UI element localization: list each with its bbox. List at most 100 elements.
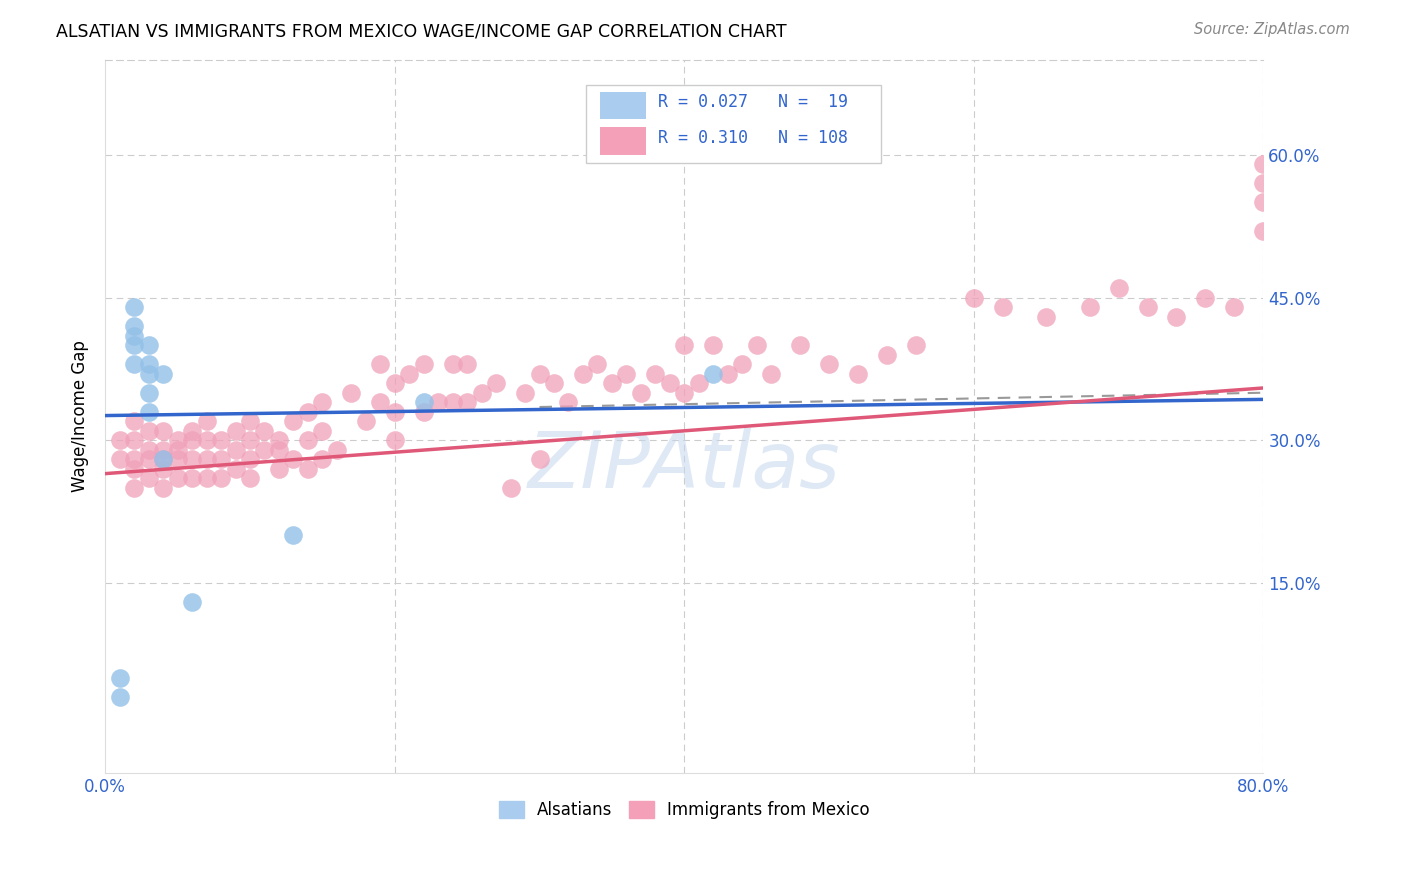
- Point: [267, 462, 290, 476]
- Point: [759, 367, 782, 381]
- Point: [166, 471, 188, 485]
- Point: [326, 442, 349, 457]
- Point: [108, 690, 131, 705]
- Point: [166, 442, 188, 457]
- Point: [1253, 177, 1275, 191]
- Point: [673, 385, 696, 400]
- Point: [209, 471, 232, 485]
- Point: [499, 481, 522, 495]
- Point: [166, 434, 188, 448]
- Point: [1253, 157, 1275, 171]
- Point: [122, 319, 145, 334]
- Point: [1108, 281, 1130, 295]
- Point: [702, 367, 724, 381]
- Point: [398, 367, 420, 381]
- Point: [586, 357, 609, 371]
- Point: [195, 471, 218, 485]
- Point: [1136, 300, 1159, 314]
- Point: [138, 338, 160, 352]
- Text: R = 0.310   N = 108: R = 0.310 N = 108: [658, 129, 848, 147]
- Point: [412, 405, 434, 419]
- Point: [427, 395, 450, 409]
- Point: [152, 452, 174, 467]
- Point: [108, 434, 131, 448]
- Point: [311, 452, 333, 467]
- Point: [239, 414, 262, 428]
- Point: [152, 481, 174, 495]
- Point: [311, 395, 333, 409]
- Point: [138, 471, 160, 485]
- Point: [1253, 195, 1275, 210]
- Point: [456, 357, 478, 371]
- Point: [181, 471, 204, 485]
- Point: [963, 291, 986, 305]
- Point: [688, 376, 710, 391]
- Point: [138, 452, 160, 467]
- Point: [354, 414, 377, 428]
- Point: [876, 348, 898, 362]
- Point: [1035, 310, 1057, 324]
- Point: [138, 385, 160, 400]
- Text: ALSATIAN VS IMMIGRANTS FROM MEXICO WAGE/INCOME GAP CORRELATION CHART: ALSATIAN VS IMMIGRANTS FROM MEXICO WAGE/…: [56, 22, 787, 40]
- Point: [122, 338, 145, 352]
- Point: [991, 300, 1014, 314]
- Point: [630, 385, 652, 400]
- Point: [1166, 310, 1188, 324]
- Text: ZIPAtlas: ZIPAtlas: [529, 428, 841, 505]
- Point: [209, 434, 232, 448]
- Point: [529, 367, 551, 381]
- Point: [122, 452, 145, 467]
- Point: [166, 452, 188, 467]
- Point: [108, 452, 131, 467]
- Point: [239, 471, 262, 485]
- Point: [195, 414, 218, 428]
- Point: [181, 424, 204, 438]
- Point: [224, 442, 246, 457]
- Point: [181, 452, 204, 467]
- Point: [138, 405, 160, 419]
- Point: [789, 338, 811, 352]
- Point: [846, 367, 869, 381]
- Point: [138, 367, 160, 381]
- Point: [195, 434, 218, 448]
- Point: [122, 357, 145, 371]
- Point: [543, 376, 565, 391]
- Point: [368, 395, 391, 409]
- Point: [717, 367, 740, 381]
- Point: [644, 367, 666, 381]
- Point: [600, 376, 623, 391]
- Point: [513, 385, 536, 400]
- Point: [297, 434, 319, 448]
- Point: [239, 434, 262, 448]
- Point: [745, 338, 768, 352]
- Point: [702, 338, 724, 352]
- FancyBboxPatch shape: [600, 128, 647, 154]
- Point: [283, 414, 305, 428]
- Point: [557, 395, 579, 409]
- Point: [239, 452, 262, 467]
- Point: [311, 424, 333, 438]
- FancyBboxPatch shape: [586, 85, 882, 163]
- Point: [283, 452, 305, 467]
- Point: [138, 442, 160, 457]
- Point: [1078, 300, 1101, 314]
- Point: [297, 405, 319, 419]
- Point: [529, 452, 551, 467]
- Point: [368, 357, 391, 371]
- Point: [253, 424, 276, 438]
- Point: [384, 434, 406, 448]
- Point: [209, 452, 232, 467]
- Point: [152, 424, 174, 438]
- Point: [108, 671, 131, 685]
- Text: R = 0.027   N =  19: R = 0.027 N = 19: [658, 94, 848, 112]
- FancyBboxPatch shape: [600, 92, 647, 119]
- Point: [384, 405, 406, 419]
- Point: [122, 300, 145, 314]
- Point: [152, 452, 174, 467]
- Point: [152, 367, 174, 381]
- Point: [456, 395, 478, 409]
- Point: [253, 442, 276, 457]
- Point: [122, 434, 145, 448]
- Point: [1223, 300, 1246, 314]
- Point: [267, 434, 290, 448]
